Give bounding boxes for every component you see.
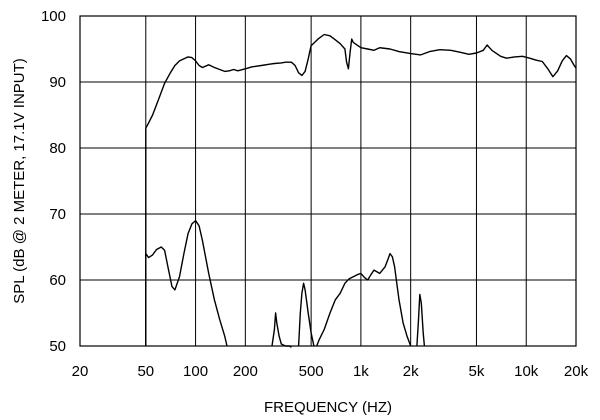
series-line-6 [416, 293, 426, 347]
series-line-1 [145, 33, 577, 346]
x-tick-label: 50 [137, 363, 154, 380]
x-axis-title: FREQUENCY (HZ) [264, 399, 392, 416]
series-line-3 [271, 312, 292, 348]
x-tick-label: 100 [183, 363, 208, 380]
series-line-5 [316, 252, 412, 347]
plot-frame [79, 15, 577, 347]
x-tick-label: 2k [403, 363, 419, 380]
x-tick-label: 5k [469, 363, 485, 380]
y-tick-label: 70 [49, 206, 66, 223]
grid [79, 15, 577, 347]
x-tick-label: 500 [299, 363, 324, 380]
y-tick-label: 80 [49, 140, 66, 157]
x-tick-label: 10k [514, 363, 539, 380]
x-tick-label: 20 [72, 363, 89, 380]
x-tick-label: 20k [564, 363, 589, 380]
y-tick-label: 90 [49, 74, 66, 91]
response-curves [145, 33, 577, 348]
x-tick-label: 200 [233, 363, 258, 380]
y-tick-label: 60 [49, 272, 66, 289]
x-tick-label: 1k [353, 363, 369, 380]
series-line-2 [145, 219, 228, 347]
y-axis-title: SPL (dB @ 2 METER, 17.1V INPUT) [11, 58, 28, 304]
y-tick-labels: 50 60 70 80 90 100 [41, 8, 66, 355]
series-line-4 [297, 282, 315, 347]
y-tick-label: 50 [49, 338, 66, 355]
y-tick-label: 100 [41, 8, 66, 25]
x-tick-labels: 20 50 100 200 500 1k 2k 5k 10k 20k [72, 363, 589, 380]
